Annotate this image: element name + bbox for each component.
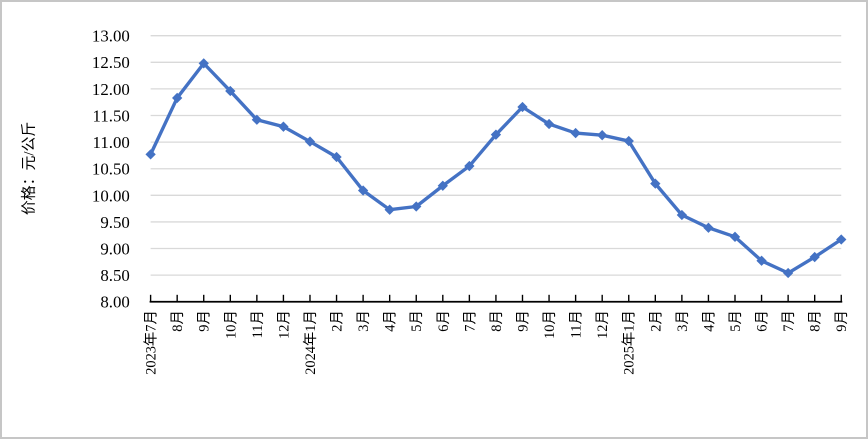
data-point-marker [251, 114, 263, 125]
data-point-marker [172, 92, 183, 104]
y-tick-label: 8.50 [100, 266, 129, 285]
data-point-marker [809, 251, 820, 263]
y-tick-label: 10.50 [92, 160, 130, 179]
x-tick-label: 2025年1月 [621, 310, 638, 375]
data-point-marker [145, 149, 156, 160]
x-tick-label: 2月 [648, 310, 664, 332]
data-point-marker [304, 136, 316, 147]
x-tick-label: 9月 [834, 310, 850, 332]
x-tick-label: 10月 [223, 310, 239, 339]
x-tick-label: 11月 [250, 310, 266, 338]
x-tick-label: 12月 [276, 310, 292, 339]
x-tick-label: 9月 [515, 310, 531, 332]
data-point-marker [836, 234, 847, 245]
x-tick-label: 2023年7月 [143, 310, 160, 375]
y-axis-title: 价格：元/公斤 [21, 122, 38, 215]
x-tick-label: 6月 [755, 310, 771, 332]
data-point-marker [703, 222, 714, 233]
y-tick-label: 9.00 [100, 239, 129, 258]
data-point-marker [384, 204, 395, 215]
x-tick-label: 8月 [489, 310, 505, 332]
x-tick-label: 4月 [383, 310, 399, 332]
y-tick-label: 13.00 [92, 27, 130, 46]
x-tick-label: 10月 [542, 310, 558, 339]
y-tick-label: 10.00 [92, 186, 130, 205]
data-point-marker [570, 127, 581, 139]
data-point-marker [357, 185, 369, 196]
y-tick-label: 12.00 [92, 80, 130, 99]
x-tick-label: 8月 [808, 310, 824, 332]
y-tick-label: 11.50 [93, 106, 130, 125]
data-point-marker [729, 231, 741, 242]
y-tick-label: 9.50 [100, 213, 129, 232]
data-point-marker [198, 58, 209, 69]
data-point-marker [597, 130, 608, 141]
data-point-marker [543, 118, 555, 130]
x-tick-label: 2月 [330, 310, 346, 332]
x-tick-label: 12月 [595, 310, 611, 339]
data-point-marker [676, 209, 688, 221]
y-tick-label: 8.00 [100, 293, 129, 312]
data-point-marker [782, 267, 794, 279]
data-point-marker [623, 135, 634, 147]
data-point-marker [517, 101, 528, 113]
y-tick-label: 12.50 [92, 53, 130, 72]
data-point-marker [225, 85, 236, 97]
x-tick-label: 5月 [728, 310, 744, 332]
data-point-marker [331, 151, 342, 163]
data-point-marker [278, 121, 289, 132]
x-tick-label: 7月 [462, 310, 478, 332]
data-point-marker [650, 178, 661, 189]
x-tick-label: 11月 [569, 310, 585, 338]
x-tick-label: 4月 [701, 310, 717, 332]
x-tick-label: 3月 [675, 310, 691, 332]
x-tick-label: 7月 [781, 310, 797, 332]
x-tick-label: 2024年1月 [302, 310, 319, 375]
x-tick-label: 8月 [170, 310, 186, 332]
x-tick-label: 3月 [356, 310, 372, 332]
data-point-marker [411, 201, 422, 212]
x-tick-label: 6月 [436, 310, 452, 332]
x-tick-label: 9月 [197, 310, 213, 332]
x-tick-label: 5月 [409, 310, 425, 332]
y-tick-label: 11.00 [93, 133, 130, 152]
data-point-marker [490, 129, 502, 140]
